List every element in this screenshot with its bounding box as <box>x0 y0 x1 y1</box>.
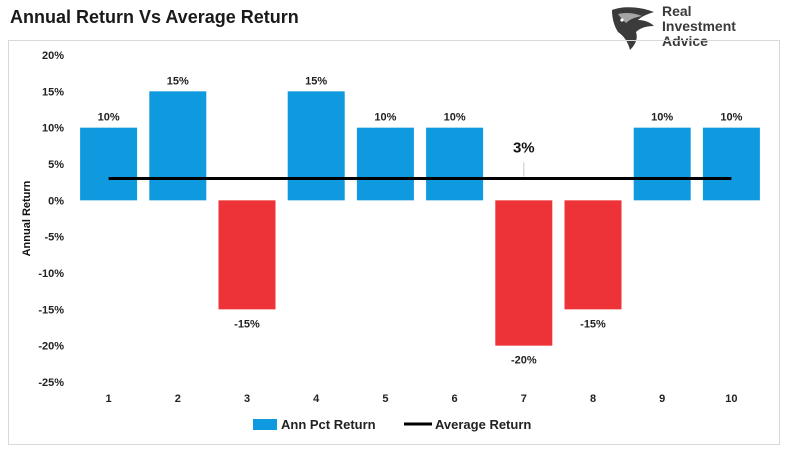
y-tick-label: 0% <box>48 195 64 207</box>
bar <box>564 200 622 310</box>
bar-data-label: 10% <box>444 112 466 124</box>
bar <box>426 127 484 201</box>
logo-line-3: Advice <box>662 33 708 49</box>
y-axis: 20% 15% 10% 5% 0% -5% -10% -15% -20% -25% <box>38 50 64 389</box>
bar-data-label: 15% <box>167 75 189 87</box>
y-tick-label: 15% <box>42 86 64 98</box>
bar <box>356 127 414 201</box>
y-tick-label: -25% <box>38 377 64 389</box>
y-tick-label: 20% <box>42 50 64 62</box>
bar <box>495 200 553 346</box>
y-tick-label: -15% <box>38 304 64 316</box>
y-tick-label: -10% <box>38 268 64 280</box>
bar-data-label: 10% <box>651 112 673 124</box>
average-line-series: 3% <box>108 140 732 181</box>
eagle-icon <box>612 7 654 50</box>
x-tick-label: 7 <box>521 393 527 405</box>
bar-data-label: 10% <box>98 112 120 124</box>
bar-data-label: -15% <box>580 318 606 330</box>
bar-data-label: 10% <box>374 112 396 124</box>
x-axis: 1 2 3 4 5 6 7 8 9 10 <box>106 393 738 405</box>
logo-line-2: Investment <box>662 18 736 34</box>
brand-logo: Real Investment Advice <box>608 4 758 54</box>
bar-data-labels: 10% 15% -15% 15% 10% 10% -20% -15% 10% 10% <box>98 75 743 366</box>
x-tick-label: 10 <box>725 393 737 405</box>
x-tick-label: 2 <box>175 393 181 405</box>
x-tick-label: 6 <box>452 393 458 405</box>
bar <box>80 127 138 201</box>
y-tick-label: 5% <box>48 159 64 171</box>
y-axis-title: Annual Return <box>21 180 33 256</box>
y-tick-label: 10% <box>42 123 64 135</box>
bar-series <box>80 91 760 346</box>
bar <box>218 200 276 310</box>
legend-label-average-return: Average Return <box>435 417 531 432</box>
y-tick-label: -20% <box>38 341 64 353</box>
legend: Ann Pct Return Average Return <box>253 417 531 432</box>
bar-data-label: 10% <box>720 112 742 124</box>
header-band <box>0 0 795 40</box>
x-tick-label: 1 <box>106 393 112 405</box>
bar-data-label: -15% <box>234 318 260 330</box>
x-tick-label: 4 <box>313 393 320 405</box>
bar-data-label: -20% <box>511 355 537 367</box>
bar <box>149 91 207 201</box>
x-tick-label: 8 <box>590 393 596 405</box>
bar <box>287 91 345 201</box>
legend-swatch-ann-pct-return <box>253 419 277 430</box>
logo-line-1: Real <box>662 3 692 19</box>
bar-data-label: 15% <box>305 75 327 87</box>
x-tick-label: 5 <box>382 393 388 405</box>
logo-text: Real Investment Advice <box>662 4 736 49</box>
average-annotation-label: 3% <box>513 140 535 157</box>
chart-title: Annual Return Vs Average Return <box>10 7 299 27</box>
y-tick-label: -5% <box>44 232 64 244</box>
x-tick-label: 9 <box>659 393 665 405</box>
x-tick-label: 3 <box>244 393 250 405</box>
legend-label-ann-pct-return: Ann Pct Return <box>281 417 376 432</box>
chart-frame <box>8 40 780 445</box>
bar <box>702 127 760 201</box>
bar <box>633 127 691 201</box>
